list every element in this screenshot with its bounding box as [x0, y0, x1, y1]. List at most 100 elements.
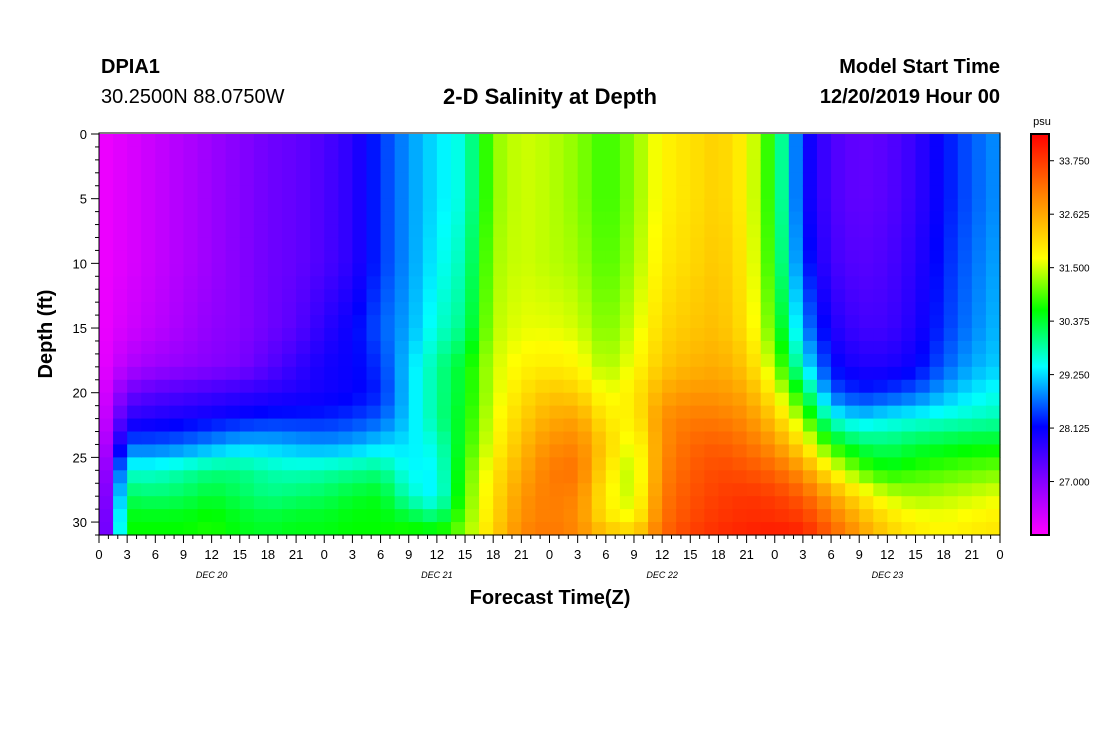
heatmap-cell — [253, 134, 269, 148]
heatmap-cell — [873, 185, 888, 200]
heatmap-cell — [239, 353, 255, 368]
heatmap-cell — [324, 198, 339, 213]
heatmap-cell — [929, 198, 945, 213]
heatmap-cell — [802, 289, 818, 303]
y-tick-label: 10 — [73, 256, 87, 271]
heatmap-cell — [267, 444, 283, 458]
heatmap-cell — [802, 315, 818, 329]
heatmap-cell — [915, 315, 931, 329]
heatmap-cell — [676, 405, 691, 420]
heatmap-cell — [239, 198, 255, 213]
heatmap-cell — [971, 172, 987, 187]
heatmap-cell — [690, 211, 705, 226]
heatmap-cell — [380, 379, 396, 394]
heatmap-cell — [507, 470, 522, 484]
heatmap-cell — [676, 250, 691, 264]
heatmap-cell — [563, 328, 579, 342]
heatmap-cell — [422, 444, 438, 458]
heatmap-cell — [183, 211, 199, 226]
heatmap-cell — [929, 431, 945, 446]
heatmap-cell — [450, 496, 466, 510]
heatmap-cell — [563, 159, 579, 174]
heatmap-cell — [957, 211, 973, 226]
heatmap-cell — [802, 146, 818, 161]
heatmap-cell — [183, 431, 199, 446]
heatmap-cell — [577, 431, 593, 446]
heatmap-cell — [845, 328, 860, 342]
heatmap-cell — [127, 211, 142, 226]
heatmap-cell — [774, 302, 790, 316]
heatmap-cell — [929, 366, 945, 381]
heatmap-cell — [155, 392, 170, 407]
heatmap-cell — [549, 431, 565, 446]
heatmap-cell — [901, 172, 917, 187]
heatmap-cell — [267, 159, 283, 174]
heatmap-cell — [704, 159, 720, 174]
heatmap-cell — [718, 405, 734, 420]
heatmap-cell — [746, 134, 762, 148]
heatmap-cell — [816, 496, 832, 510]
heatmap-cell — [282, 431, 297, 446]
heatmap-cell — [99, 198, 114, 213]
heatmap-cell — [901, 237, 917, 252]
heatmap-cell — [718, 146, 734, 161]
heatmap-cell — [760, 444, 776, 458]
heatmap-cell — [267, 315, 283, 329]
heatmap-cell — [465, 134, 480, 148]
heatmap-cell — [282, 405, 297, 420]
heatmap-cell — [211, 366, 227, 381]
heatmap-cell — [662, 211, 677, 226]
heatmap-cell — [760, 483, 776, 497]
heatmap-cell — [155, 509, 170, 523]
heatmap-cell — [366, 444, 382, 458]
heatmap-cell — [535, 483, 551, 497]
heatmap-cell — [549, 146, 565, 161]
heatmap-cell — [197, 328, 213, 342]
heatmap-cell — [760, 392, 776, 407]
x-tick-label: 0 — [771, 547, 778, 562]
heatmap-cell — [493, 418, 508, 433]
heatmap-cell — [479, 185, 494, 200]
heatmap-cell — [169, 211, 185, 226]
heatmap-cell — [831, 224, 846, 239]
heatmap-cell — [113, 340, 128, 355]
heatmap-cell — [141, 172, 156, 187]
heatmap-cell — [549, 392, 565, 407]
heatmap-cell — [366, 315, 382, 329]
heatmap-cell — [690, 522, 705, 536]
heatmap-cell — [99, 185, 114, 200]
heatmap-cell — [633, 353, 649, 368]
heatmap-cell — [788, 366, 804, 381]
heatmap-cell — [352, 302, 368, 316]
heatmap-cell — [676, 444, 691, 458]
heatmap-cell — [831, 483, 846, 497]
heatmap-cell — [605, 289, 621, 303]
heatmap-cell — [380, 289, 396, 303]
heatmap-cell — [929, 509, 945, 523]
heatmap-cell — [549, 366, 565, 381]
heatmap-cell — [619, 444, 635, 458]
heatmap-cell — [394, 483, 410, 497]
heatmap-cell — [845, 418, 860, 433]
heatmap-cell — [859, 172, 874, 187]
heatmap-cell — [887, 263, 903, 277]
heatmap-cell — [662, 470, 677, 484]
heatmap-cell — [394, 159, 410, 174]
heatmap-cell — [211, 276, 227, 290]
heatmap-cell — [267, 302, 283, 316]
heatmap-cell — [366, 431, 382, 446]
x-tick-label: 9 — [405, 547, 412, 562]
heatmap-cell — [352, 276, 368, 290]
heatmap-cell — [310, 134, 325, 148]
heatmap-cell — [619, 159, 635, 174]
heatmap-cell — [788, 185, 804, 200]
heatmap-cell — [915, 496, 931, 510]
heatmap-cell — [760, 237, 776, 252]
heatmap-cell — [605, 392, 621, 407]
heatmap-cell — [732, 302, 748, 316]
heatmap-cell — [591, 159, 607, 174]
heatmap-cell — [99, 366, 114, 381]
heatmap-cell — [352, 263, 368, 277]
heatmap-cell — [563, 146, 579, 161]
heatmap-cell — [746, 302, 762, 316]
